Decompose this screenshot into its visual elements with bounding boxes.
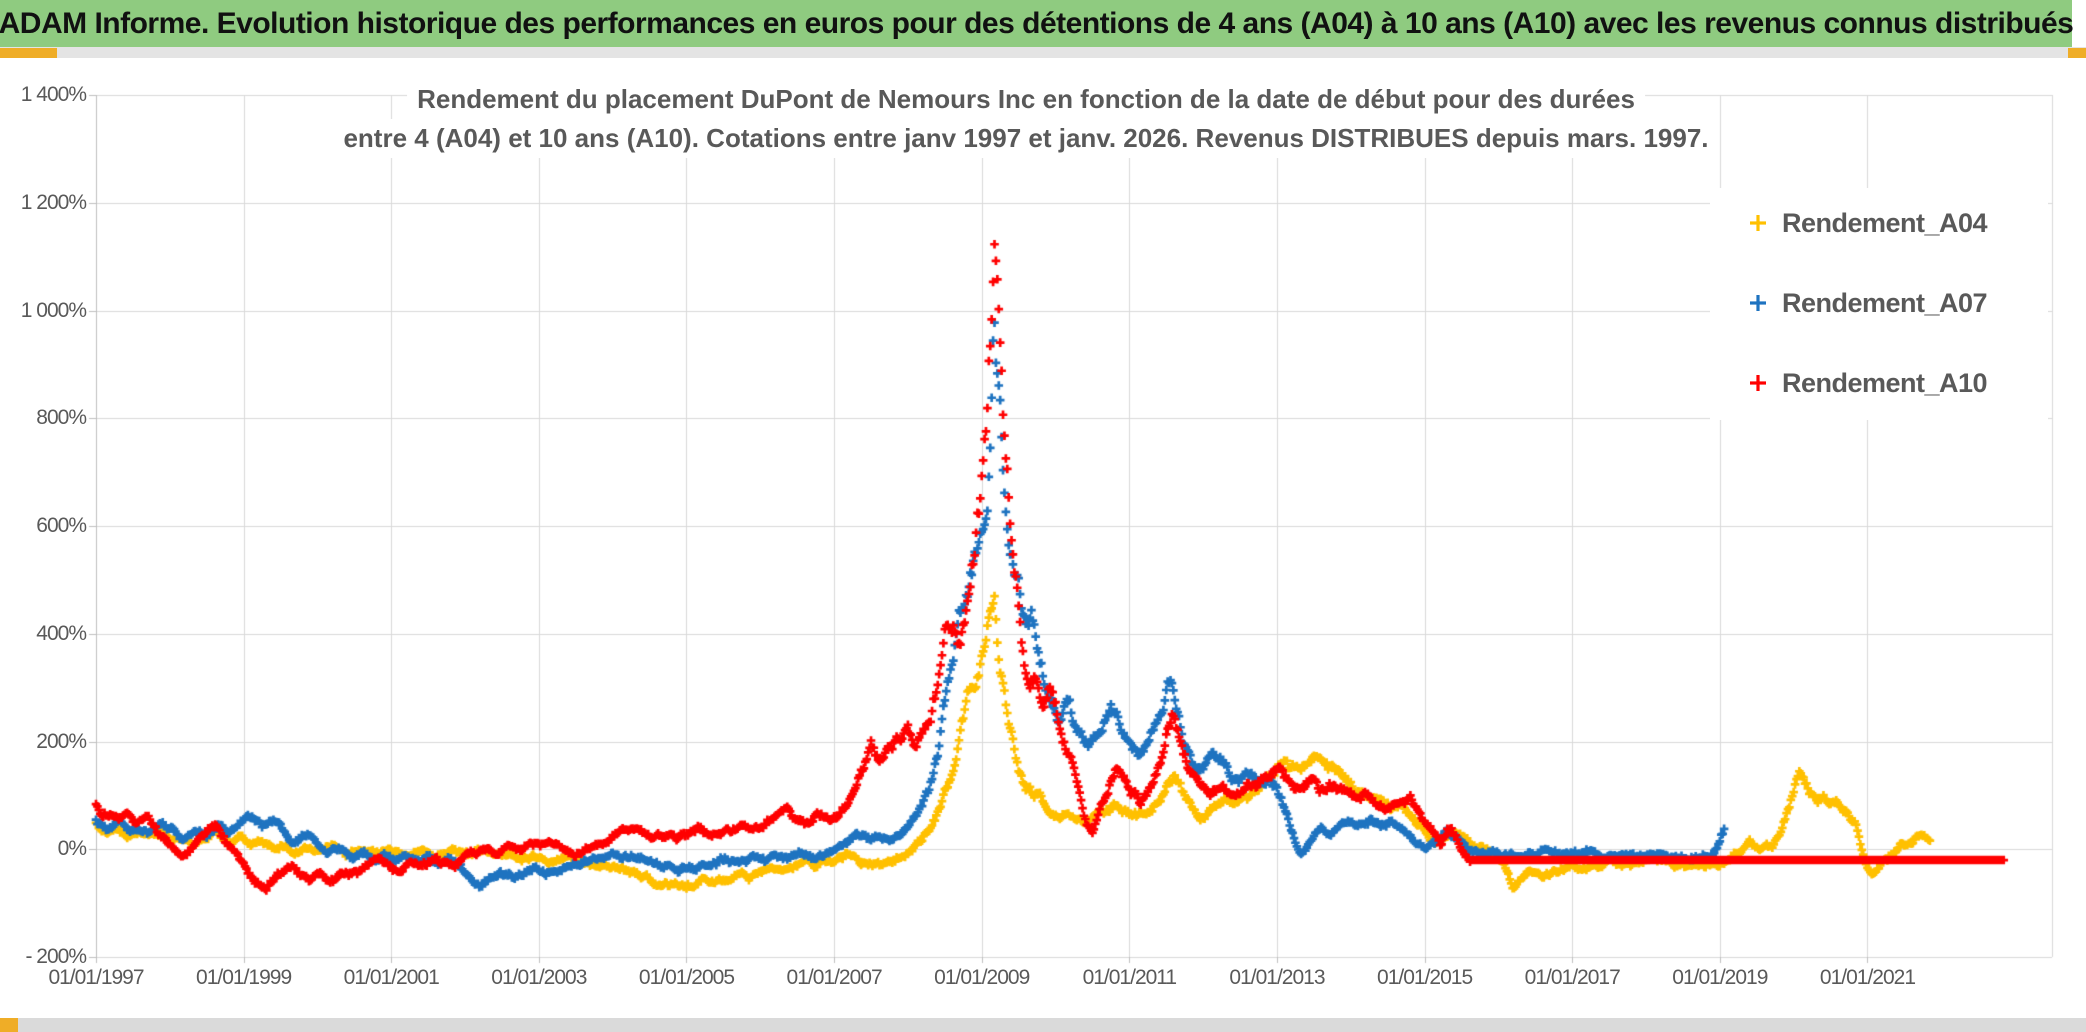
y-axis-label: 1 000% bbox=[20, 298, 87, 322]
y-axis-label: 400% bbox=[36, 621, 87, 645]
legend-label: Rendement_A07 bbox=[1782, 287, 1988, 318]
x-axis-label: 01/01/2017 bbox=[1524, 966, 1621, 989]
x-axis-label: 01/01/2001 bbox=[343, 966, 440, 989]
x-axis-label: 01/01/2013 bbox=[1229, 966, 1325, 989]
y-axis-label: 1 400% bbox=[20, 83, 87, 106]
plus-marker-icon bbox=[1750, 295, 1766, 311]
legend-entry-rendement_a07[interactable]: Rendement_A07 bbox=[1748, 285, 1988, 321]
bottom-strip bbox=[0, 1018, 2086, 1032]
y-axis-label: - 200% bbox=[25, 945, 87, 968]
legend-label: Rendement_A04 bbox=[1782, 207, 1988, 238]
y-axis-label: 600% bbox=[36, 514, 87, 537]
x-axis-label: 01/01/2011 bbox=[1082, 966, 1178, 989]
x-axis-label: 01/01/2015 bbox=[1377, 966, 1473, 989]
chart-legend bbox=[1710, 188, 2048, 420]
legend-entry-rendement_a04[interactable]: Rendement_A04 bbox=[1748, 205, 1988, 241]
x-axis-label: 01/01/2021 bbox=[1819, 966, 1916, 989]
plus-marker-icon bbox=[1750, 375, 1766, 391]
x-axis-label: 01/01/2003 bbox=[491, 966, 587, 989]
y-axis-label: 800% bbox=[36, 406, 87, 430]
orange-accent-bottom-left bbox=[0, 1018, 18, 1032]
y-axis-label: 0% bbox=[57, 837, 87, 861]
x-axis-label: 01/01/1999 bbox=[196, 966, 292, 989]
chart-title-line1: Rendement du placement DuPont de Nemours… bbox=[407, 80, 1645, 119]
legend-label: Rendement_A10 bbox=[1782, 367, 1988, 398]
plus-marker-icon bbox=[1750, 215, 1766, 231]
x-axis-label: 01/01/2019 bbox=[1672, 966, 1768, 989]
y-axis-label: 1 200% bbox=[20, 190, 87, 214]
y-axis-label: 200% bbox=[36, 729, 87, 753]
chart-title-line2: entre 4 (A04) et 10 ans (A10). Cotations… bbox=[333, 119, 1719, 158]
legend-entry-rendement_a10[interactable]: Rendement_A10 bbox=[1748, 365, 1988, 401]
x-axis-label: 01/01/2005 bbox=[638, 966, 735, 989]
x-axis-label: 01/01/2009 bbox=[934, 966, 1030, 989]
x-axis-label: 01/01/2007 bbox=[786, 966, 883, 989]
x-axis-label: 01/01/1997 bbox=[48, 966, 144, 989]
